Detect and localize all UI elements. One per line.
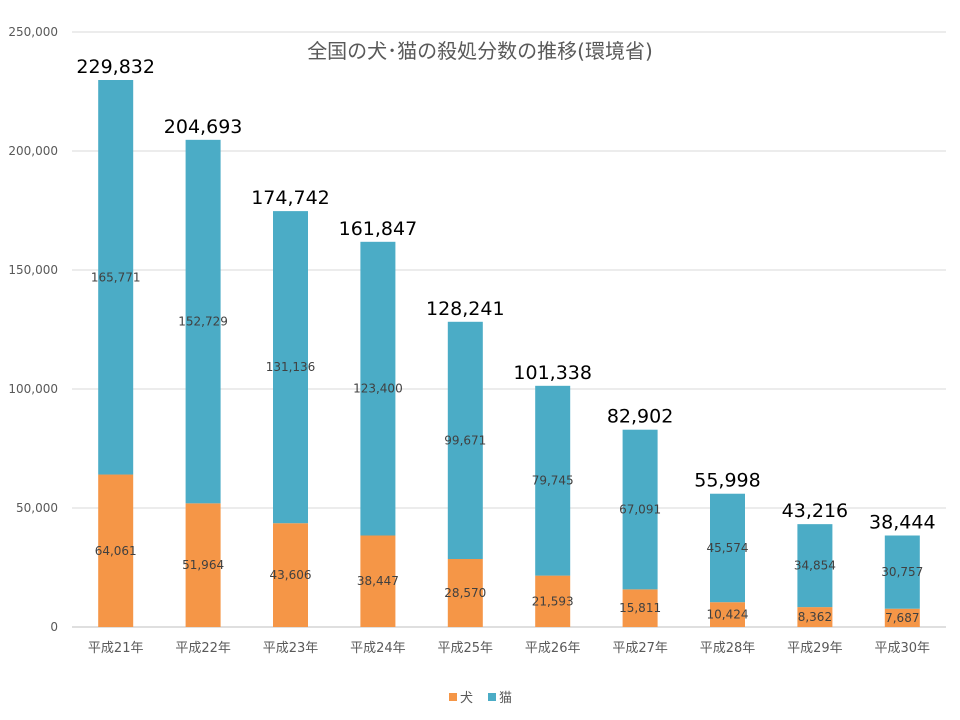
bar-cat bbox=[98, 79, 134, 475]
data-labels: 64,061 165,771 229,832 51,964 152,729 204,693… bbox=[76, 56, 935, 625]
bar-dog bbox=[797, 607, 833, 627]
x-tick-label: 平成26年 bbox=[525, 641, 581, 656]
x-tick-label: 平成24年 bbox=[350, 641, 406, 656]
x-tick-label: 平成22年 bbox=[175, 641, 231, 656]
data-label-cat: 30,757 bbox=[881, 565, 923, 579]
data-label-cat: 99,671 bbox=[444, 433, 486, 447]
data-label-total: 43,216 bbox=[782, 500, 848, 522]
x-tick-label: 平成21年 bbox=[88, 641, 144, 656]
data-label-total: 229,832 bbox=[76, 56, 155, 78]
data-label-dog: 8,362 bbox=[798, 610, 832, 624]
chart-title: 全国の犬･猫の殺処分数の推移(環境省) bbox=[307, 39, 653, 63]
data-label-cat: 45,574 bbox=[707, 541, 749, 555]
bar-cat bbox=[622, 429, 658, 590]
x-tick-label: 平成27年 bbox=[612, 641, 668, 656]
y-axis-ticks: 0 50,000 100,000 150,000 200,000 250,000 bbox=[8, 25, 58, 634]
data-label-total: 161,847 bbox=[339, 218, 418, 240]
data-label-cat: 152,729 bbox=[178, 315, 228, 329]
bar-dog bbox=[710, 602, 745, 627]
x-tick-label: 平成29年 bbox=[787, 641, 843, 656]
data-label-cat: 131,136 bbox=[266, 360, 316, 374]
bar-cat bbox=[797, 524, 833, 608]
x-axis-ticks: 平成21年 平成22年 平成23年 平成24年 平成25年 平成26年 平成27年 平成28年… bbox=[88, 641, 930, 656]
data-label-dog: 21,593 bbox=[532, 594, 574, 608]
data-label-total: 128,241 bbox=[426, 298, 505, 320]
bar-cat bbox=[273, 211, 308, 524]
y-tick-label: 200,000 bbox=[8, 144, 58, 158]
data-label-total: 204,693 bbox=[164, 116, 243, 138]
data-label-total: 55,998 bbox=[694, 470, 760, 492]
legend-swatch-cat bbox=[488, 693, 496, 701]
legend-label-cat: 猫 bbox=[499, 691, 512, 706]
data-label-total: 38,444 bbox=[869, 512, 935, 534]
bar-cat bbox=[447, 321, 483, 560]
legend: 犬猫 bbox=[449, 691, 512, 706]
legend-label-dog: 犬 bbox=[460, 691, 473, 706]
y-tick-label: 100,000 bbox=[8, 382, 58, 396]
x-tick-label: 平成23年 bbox=[263, 641, 319, 656]
data-label-dog: 38,447 bbox=[357, 574, 399, 588]
data-label-cat: 123,400 bbox=[353, 382, 403, 396]
data-label-dog: 15,811 bbox=[619, 601, 661, 615]
bar-dog bbox=[535, 575, 571, 627]
data-label-cat: 34,854 bbox=[794, 559, 836, 573]
x-tick-label: 平成30年 bbox=[875, 641, 931, 656]
data-label-dog: 51,964 bbox=[182, 558, 224, 572]
y-tick-label: 150,000 bbox=[8, 263, 58, 277]
data-label-dog: 64,061 bbox=[95, 544, 137, 558]
bar-dog bbox=[447, 559, 483, 627]
data-label-cat: 67,091 bbox=[619, 503, 661, 517]
bar-cat bbox=[360, 241, 396, 536]
data-label-cat: 79,745 bbox=[532, 474, 574, 488]
bars bbox=[98, 79, 920, 627]
y-tick-label: 0 bbox=[50, 620, 58, 634]
bar-dog bbox=[98, 474, 134, 627]
data-label-dog: 7,687 bbox=[885, 611, 919, 625]
bar-dog bbox=[273, 523, 308, 627]
data-label-dog: 28,570 bbox=[444, 586, 486, 600]
bar-dog bbox=[622, 589, 658, 627]
y-tick-label: 250,000 bbox=[8, 25, 58, 39]
x-tick-label: 平成28年 bbox=[700, 641, 756, 656]
y-tick-label: 50,000 bbox=[16, 501, 58, 515]
bar-cat bbox=[710, 493, 745, 603]
bar-dog bbox=[884, 608, 920, 627]
data-label-dog: 10,424 bbox=[707, 608, 749, 622]
bar-cat bbox=[535, 385, 571, 576]
legend-swatch-dog bbox=[449, 693, 457, 701]
bar-cat bbox=[884, 535, 920, 609]
x-tick-label: 平成25年 bbox=[438, 641, 494, 656]
bar-dog bbox=[185, 503, 221, 627]
data-label-total: 82,902 bbox=[607, 406, 673, 428]
bar-dog bbox=[360, 535, 396, 627]
data-label-cat: 165,771 bbox=[91, 270, 141, 284]
data-label-total: 101,338 bbox=[513, 362, 592, 384]
data-label-total: 174,742 bbox=[251, 187, 330, 209]
bar-cat bbox=[185, 139, 221, 504]
data-label-dog: 43,606 bbox=[270, 568, 312, 582]
